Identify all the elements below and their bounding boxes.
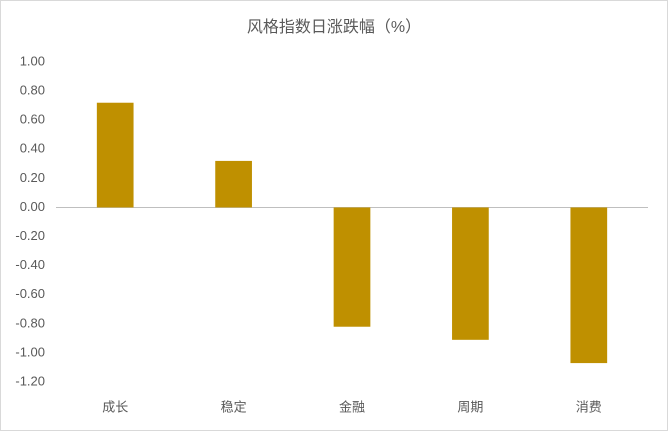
bar [215, 160, 252, 208]
y-tick-label: -1.20 [15, 373, 45, 388]
bar [333, 207, 371, 327]
y-tick-label: 0.40 [20, 141, 45, 156]
x-tick-label: 成长 [102, 399, 128, 414]
y-tick-label: -0.40 [15, 257, 45, 272]
bar [452, 207, 489, 340]
x-tick-label: 稳定 [221, 399, 247, 414]
y-tick-label: 0.60 [20, 112, 45, 127]
chart-title: 风格指数日涨跌幅（%） [247, 18, 421, 36]
y-tick-label: -0.20 [15, 228, 45, 243]
x-tick-label: 消费 [576, 399, 602, 414]
x-tick-label: 金融 [339, 399, 365, 414]
x-tick-label: 周期 [457, 399, 483, 414]
bar [96, 102, 134, 208]
y-tick-label: -1.00 [15, 344, 45, 359]
y-tick-label: 0.00 [20, 199, 45, 214]
y-tick-label: 0.20 [20, 170, 45, 185]
y-tick-label: 1.00 [20, 53, 45, 68]
y-tick-label: 0.80 [20, 83, 45, 98]
y-tick-label: -0.80 [15, 315, 45, 330]
y-tick-label: -0.60 [15, 286, 45, 301]
bar [570, 207, 608, 364]
